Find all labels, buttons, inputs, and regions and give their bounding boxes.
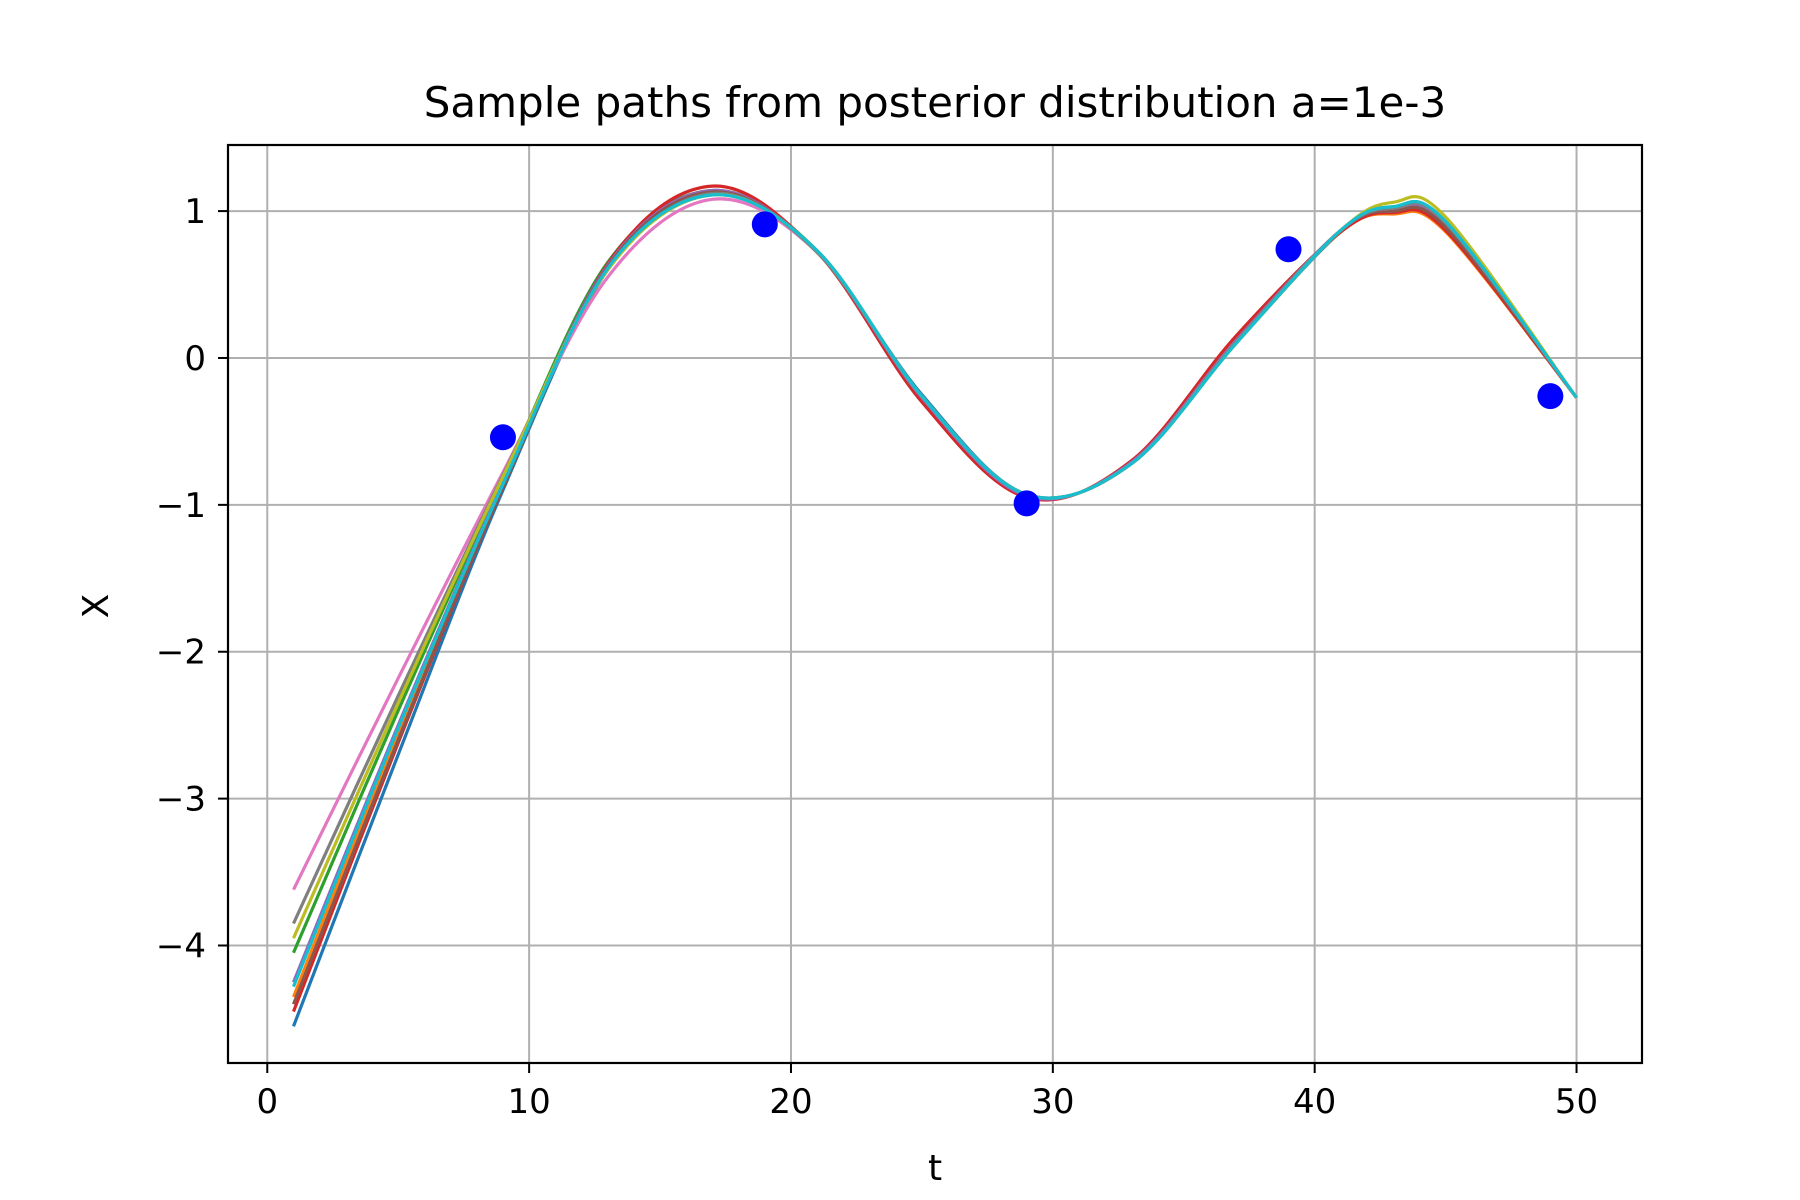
x-tick-label: 20	[769, 1082, 812, 1122]
y-tick-label: −4	[156, 926, 206, 966]
observation-point	[489, 424, 516, 451]
y-tick-label: 1	[184, 192, 206, 232]
x-axis-label: t	[928, 1148, 942, 1189]
x-tick-label: 0	[256, 1082, 278, 1122]
y-tick-label: −1	[156, 486, 206, 526]
sample-path-line	[292, 190, 1578, 998]
sample-paths	[292, 184, 1578, 1027]
x-tick-label: 30	[1031, 1082, 1074, 1122]
sample-path-line	[292, 188, 1578, 954]
sample-path-line	[292, 193, 1578, 988]
sample-path-line	[292, 191, 1578, 925]
chart-title: Sample paths from posterior distribution…	[424, 78, 1447, 127]
y-tick-label: 0	[184, 339, 206, 379]
plot-frame	[226, 143, 1644, 1065]
observation-point	[751, 211, 778, 238]
sample-path-line	[292, 184, 1578, 1013]
sample-path-line	[292, 193, 1578, 939]
observations	[489, 211, 1564, 517]
y-axis-label: X	[76, 594, 117, 619]
x-tick-label: 50	[1555, 1082, 1598, 1122]
y-tick-label: −3	[156, 780, 206, 820]
x-tick-label: 10	[507, 1082, 550, 1122]
sample-path-line	[292, 190, 1578, 1005]
sample-path-line	[292, 191, 1578, 1027]
x-tick-label: 40	[1293, 1082, 1336, 1122]
sample-path-line	[292, 188, 1578, 983]
observation-point	[1275, 236, 1302, 263]
observation-point	[1537, 383, 1564, 410]
y-tick-label: −2	[156, 633, 206, 673]
grid	[228, 145, 1642, 1063]
sample-path-line	[292, 197, 1578, 891]
observation-point	[1013, 490, 1040, 517]
